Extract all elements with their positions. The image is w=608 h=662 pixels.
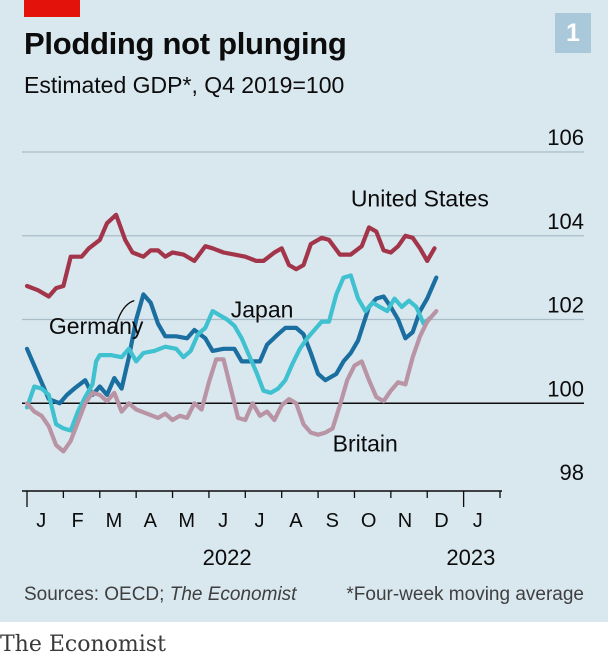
series-label-united-states: United States bbox=[351, 185, 489, 211]
x-month-label: M bbox=[178, 510, 195, 532]
x-month-label: J bbox=[255, 510, 265, 532]
source-italic: The Economist bbox=[169, 584, 297, 605]
series-line-united-states bbox=[24, 212, 437, 299]
series-lines bbox=[24, 212, 439, 454]
y-tick-label-104: 104 bbox=[547, 209, 584, 234]
series-label-britain: Britain bbox=[333, 430, 398, 456]
gridlines: 98 100 102 104 106 bbox=[22, 125, 584, 485]
germany-callout-line bbox=[113, 300, 135, 333]
y-tick-label-98: 98 bbox=[560, 460, 584, 485]
x-month-label: M bbox=[106, 510, 123, 532]
series-label-japan: Japan bbox=[231, 296, 294, 322]
y-tick-label-100: 100 bbox=[547, 376, 584, 401]
y-tick-label-102: 102 bbox=[547, 293, 584, 318]
x-year-label: 2023 bbox=[446, 545, 495, 570]
x-month-label: D bbox=[434, 510, 448, 532]
x-month-label: A bbox=[289, 510, 303, 532]
x-month-label: J bbox=[473, 510, 483, 532]
line-chart: 98 100 102 104 106 United States Germany Japan… bbox=[22, 125, 584, 570]
x-month-label: J bbox=[218, 510, 228, 532]
x-year-label: 2022 bbox=[203, 545, 252, 570]
x-month-label: F bbox=[71, 510, 83, 532]
series-line-britain bbox=[24, 309, 439, 454]
brand-red-tab bbox=[24, 0, 80, 17]
series-labels: United States Germany Japan Britain bbox=[49, 185, 489, 456]
brand-wordmark: The Economist bbox=[0, 632, 166, 657]
x-month-label: O bbox=[361, 510, 377, 532]
source-note: Sources: OECD; The Economist bbox=[24, 584, 296, 606]
x-month-label: A bbox=[144, 510, 158, 532]
series-line-germany bbox=[24, 275, 439, 406]
x-month-label: J bbox=[36, 510, 46, 532]
chart-number-badge: 1 bbox=[555, 13, 591, 53]
series-line-japan bbox=[24, 273, 433, 433]
chart-subtitle: Estimated GDP*, Q4 2019=100 bbox=[24, 72, 345, 98]
y-tick-label-106: 106 bbox=[547, 125, 584, 150]
chart-panel bbox=[0, 0, 608, 622]
series-label-germany: Germany bbox=[49, 313, 144, 339]
x-month-label: N bbox=[398, 510, 412, 532]
x-month-label: S bbox=[326, 510, 339, 532]
chart-title: Plodding not plunging bbox=[24, 26, 347, 61]
footnote: *Four-week moving average bbox=[346, 584, 584, 605]
source-prefix: Sources: OECD; bbox=[24, 584, 170, 605]
